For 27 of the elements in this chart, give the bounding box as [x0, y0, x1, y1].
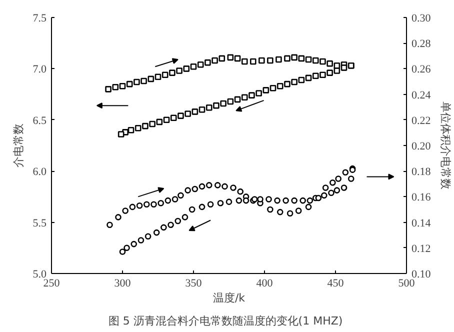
- y2-tick-label: 0.28: [412, 38, 432, 50]
- y2-tick-label: 0.16: [412, 192, 432, 204]
- y-tick-label: 5.0: [32, 268, 47, 280]
- y2-tick-label: 0.20: [412, 140, 432, 152]
- y2-tick-label: 0.14: [412, 217, 432, 230]
- x-axis-title: 温度/k: [212, 292, 246, 304]
- y-tick-label: 7.0: [32, 64, 47, 76]
- x-tick-label: 350: [185, 278, 202, 290]
- x-tick-label: 400: [256, 278, 274, 290]
- y2-tick-label: 0.12: [412, 242, 431, 255]
- y2-tick-label: 0.24: [412, 89, 432, 102]
- y-tick-label: 6.5: [32, 114, 47, 127]
- y2-tick-label: 0.30: [412, 12, 432, 24]
- y2-tick-label: 0.18: [412, 166, 432, 178]
- caption: 图 5 沥青混合料介电常数随温度的变化(1 MHZ): [108, 314, 343, 328]
- x-tick-label: 250: [43, 278, 60, 290]
- y-axis-title: 介电常数: [12, 124, 25, 168]
- y-tick-label: 7.5: [32, 12, 47, 24]
- y2-tick-label: 0.22: [412, 114, 431, 127]
- y2-tick-label: 0.10: [412, 268, 432, 280]
- y2-axis-title: 单位体积介电常数: [438, 102, 452, 190]
- x-tick-label: 300: [114, 278, 132, 290]
- x-tick-label: 450: [327, 278, 344, 290]
- y2-tick-label: 0.26: [412, 64, 432, 76]
- y-tick-label: 5.5: [32, 217, 47, 230]
- y-tick-label: 6.0: [32, 166, 47, 178]
- x-tick-label: 500: [398, 278, 416, 290]
